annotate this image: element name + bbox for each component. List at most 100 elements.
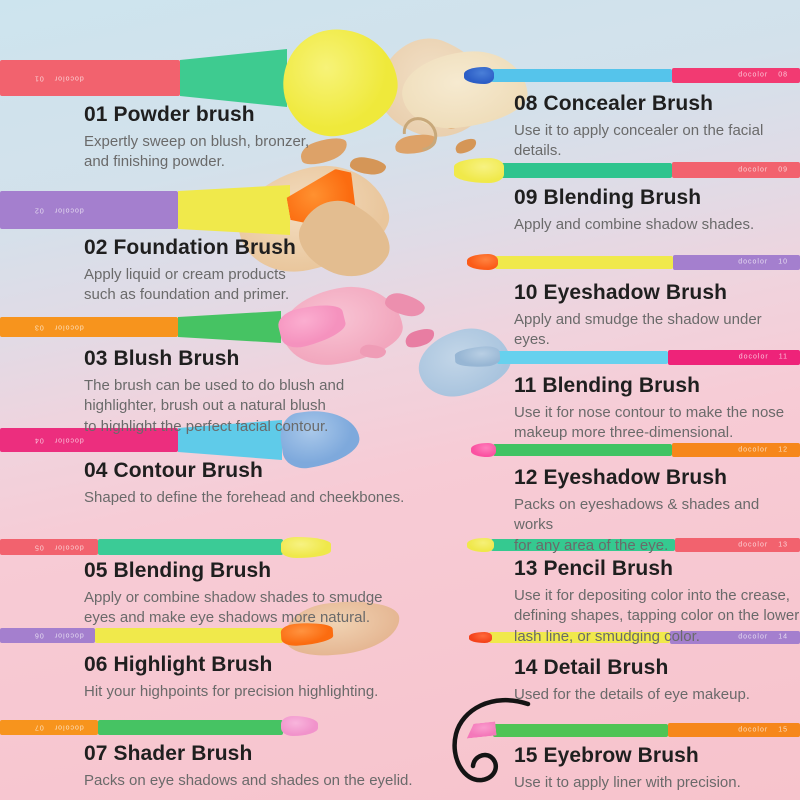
handle-number: 14 bbox=[778, 633, 788, 641]
brush-head bbox=[281, 536, 331, 558]
brush-entry: 11 Blending Brush Use it for nose contour… bbox=[514, 374, 784, 444]
brush-handle: docolor 13 bbox=[675, 538, 800, 552]
brush-description: Apply and smudge the shadow under eyes. bbox=[514, 311, 762, 349]
brush-description: Shaped to define the forehead and cheekb… bbox=[84, 489, 405, 506]
brush-title: 07 Shader Brush bbox=[84, 742, 253, 765]
brush-shaft bbox=[495, 255, 673, 269]
brush-handle: docolor 02 bbox=[0, 191, 178, 229]
brush-entry: 14 Detail Brush Used for the details of e… bbox=[514, 656, 750, 705]
brush-entry: 01 Powder brush Expertly sweep on blush, … bbox=[84, 103, 309, 173]
brush-title: 05 Blending Brush bbox=[84, 559, 272, 582]
brand-logo-text: docolor bbox=[738, 541, 769, 549]
brush-shaft bbox=[95, 627, 283, 643]
brush-entry: 09 Blending Brush Apply and combine shado… bbox=[514, 186, 754, 235]
eyeliner-swoosh bbox=[452, 697, 531, 783]
brush-shaft bbox=[500, 162, 672, 178]
brush-description: Apply and combine shadow shades. bbox=[514, 216, 755, 233]
brush-head bbox=[281, 716, 318, 736]
brush-shaft bbox=[491, 68, 672, 82]
handle-brand-label: docolor 14 bbox=[738, 634, 788, 641]
brush-head bbox=[467, 538, 494, 552]
brush-handle: docolor 03 bbox=[0, 317, 178, 337]
brush-head bbox=[469, 631, 492, 643]
brush-description: Hit your highpoints for precision highli… bbox=[84, 683, 379, 700]
brand-logo-text: docolor bbox=[738, 353, 769, 361]
eyeliner-stroke bbox=[452, 697, 531, 783]
brush-description: Packs on eyeshadows & shades and works f… bbox=[514, 496, 760, 554]
handle-brand-label: docolor 15 bbox=[738, 727, 788, 734]
handle-brand-label: docolor 10 bbox=[738, 259, 788, 266]
brush-shaft bbox=[493, 723, 668, 737]
brush-handle: docolor 01 bbox=[0, 60, 180, 96]
brush-head bbox=[464, 66, 494, 84]
handle-brand-label: docolor 08 bbox=[738, 72, 788, 79]
brush-shaft bbox=[98, 539, 283, 555]
handle-number: 12 bbox=[778, 446, 788, 454]
brush-head bbox=[471, 443, 496, 457]
brush-ferrule bbox=[180, 49, 287, 107]
brand-logo-text: docolor bbox=[738, 633, 769, 641]
brush-description: Used for the details of eye makeup. bbox=[514, 686, 750, 703]
brush-description: Use it to apply concealer on the facial … bbox=[514, 122, 764, 160]
brush-shaft bbox=[489, 631, 670, 643]
handle-number: 09 bbox=[778, 166, 788, 174]
brand-logo-text: docolor bbox=[738, 71, 769, 79]
brush-entry: 03 Blush Brush The brush can be used to d… bbox=[84, 347, 344, 437]
brush-shaft bbox=[497, 350, 668, 364]
brush-handle: docolor 15 bbox=[668, 723, 800, 737]
brush-entry: 12 Eyeshadow Brush Packs on eyeshadows & … bbox=[514, 466, 800, 556]
brush-description: Use it for depositing color into the cre… bbox=[514, 587, 800, 645]
brush-shaft bbox=[98, 719, 283, 735]
brush-title: 02 Foundation Brush bbox=[84, 236, 296, 259]
brush-title: 03 Blush Brush bbox=[84, 347, 240, 370]
brush-title: 14 Detail Brush bbox=[514, 656, 669, 679]
brush-shaft bbox=[491, 539, 675, 551]
brush-head bbox=[467, 254, 498, 270]
brush-entry: 10 Eyeshadow Brush Apply and smudge the s… bbox=[514, 281, 800, 351]
brush-entry: 13 Pencil Brush Use it for depositing col… bbox=[514, 557, 799, 647]
brush-handle: docolor 08 bbox=[672, 67, 800, 83]
brush-entry: 05 Blending Brush Apply or combine shadow… bbox=[84, 559, 383, 629]
handle-number: 15 bbox=[778, 726, 788, 734]
brush-handle: docolor 12 bbox=[672, 443, 800, 457]
handle-number: 10 bbox=[778, 258, 788, 266]
brand-logo-text: docolor bbox=[738, 258, 769, 266]
brush-entry: 15 Eyebrow Brush Use it to apply liner wi… bbox=[514, 744, 741, 793]
brush-title: 04 Contour Brush bbox=[84, 459, 263, 482]
brush-description: Use it for nose contour to make the nose… bbox=[514, 404, 785, 442]
brush-entry: 08 Concealer Brush Use it to apply concea… bbox=[514, 92, 800, 162]
brush-title: 01 Powder brush bbox=[84, 103, 255, 126]
brush-title: 08 Concealer Brush bbox=[514, 92, 714, 115]
brush-ferrule bbox=[178, 185, 290, 235]
brush-title: 13 Pencil Brush bbox=[514, 557, 674, 580]
brand-logo-text: docolor bbox=[738, 726, 769, 734]
handle-number: 13 bbox=[778, 541, 788, 549]
brush-entry: 06 Highlight Brush Hit your highpoints fo… bbox=[84, 653, 378, 702]
brush-handle: docolor 06 bbox=[0, 627, 95, 643]
brush-description: Use it to apply liner with precision. bbox=[514, 774, 741, 791]
handle-brand-label: docolor 09 bbox=[738, 167, 788, 174]
brush-description: Apply liquid or cream products such as f… bbox=[84, 266, 290, 304]
brush-entry: 07 Shader Brush Packs on eye shadows and … bbox=[84, 742, 413, 791]
handle-brand-label: docolor 13 bbox=[738, 542, 788, 549]
brush-shaft bbox=[493, 444, 672, 456]
brush-title: 10 Eyeshadow Brush bbox=[514, 281, 728, 304]
brush-head bbox=[454, 157, 504, 183]
brand-logo-text: docolor bbox=[738, 166, 769, 174]
brush-handle: docolor 11 bbox=[668, 349, 800, 365]
handle-number: 08 bbox=[778, 71, 788, 79]
brush-handle: docolor 04 bbox=[0, 428, 178, 452]
brush-handle: docolor 05 bbox=[0, 539, 98, 555]
brush-description: Expertly sweep on blush, bronzer, and fi… bbox=[84, 133, 310, 171]
brush-handle: docolor 14 bbox=[670, 630, 800, 644]
brush-title: 15 Eyebrow Brush bbox=[514, 744, 699, 767]
brush-title: 06 Highlight Brush bbox=[84, 653, 273, 676]
brush-description: Packs on eye shadows and shades on the e… bbox=[84, 772, 413, 789]
brush-title: 11 Blending Brush bbox=[514, 374, 701, 397]
brush-description: The brush can be used to do blush and hi… bbox=[84, 377, 345, 435]
brush-title: 09 Blending Brush bbox=[514, 186, 702, 209]
